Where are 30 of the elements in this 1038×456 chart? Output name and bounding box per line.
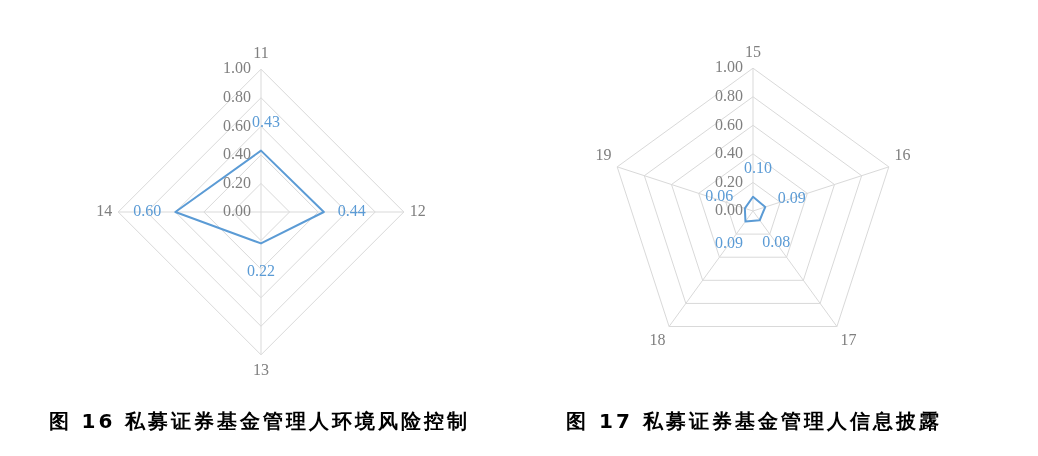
y-tick-label: 0.60	[715, 115, 743, 133]
spoke-label: 13	[253, 360, 269, 378]
y-tick-label: 0.40	[223, 145, 251, 163]
data-label: 0.09	[714, 234, 743, 252]
data-label: 0.44	[337, 202, 366, 220]
data-label: 0.60	[133, 202, 162, 220]
y-tick-label: 1.00	[715, 58, 743, 76]
data-label: 0.09	[777, 188, 806, 206]
y-tick-label: 0.20	[223, 173, 251, 191]
data-label: 0.10	[744, 158, 772, 176]
spoke-label: 14	[96, 202, 113, 220]
y-tick-label: 0.40	[715, 144, 743, 162]
spoke-label: 11	[253, 43, 269, 61]
data-label: 0.43	[252, 112, 280, 130]
y-tick-label: 0.20	[715, 172, 743, 190]
data-label: 0.08	[762, 233, 791, 251]
spoke-label: 15	[745, 42, 761, 60]
spoke-label: 16	[894, 145, 911, 163]
y-tick-label: 0.00	[223, 202, 251, 220]
y-tick-label: 0.60	[223, 116, 251, 134]
y-tick-label: 0.80	[715, 86, 743, 104]
spoke-label: 17	[840, 331, 857, 349]
text: 图 16 私募证券基金管理人环境风险控制	[47, 408, 472, 435]
spoke-label: 12	[409, 202, 426, 220]
spoke-label: 19	[595, 145, 612, 163]
y-tick-label: 0.80	[223, 87, 251, 105]
text: 图 17 私募证券基金管理人信息披露	[565, 408, 943, 435]
data-label: 0.22	[247, 261, 275, 279]
y-tick-label: 1.00	[223, 59, 251, 77]
spoke-label: 18	[649, 331, 666, 349]
